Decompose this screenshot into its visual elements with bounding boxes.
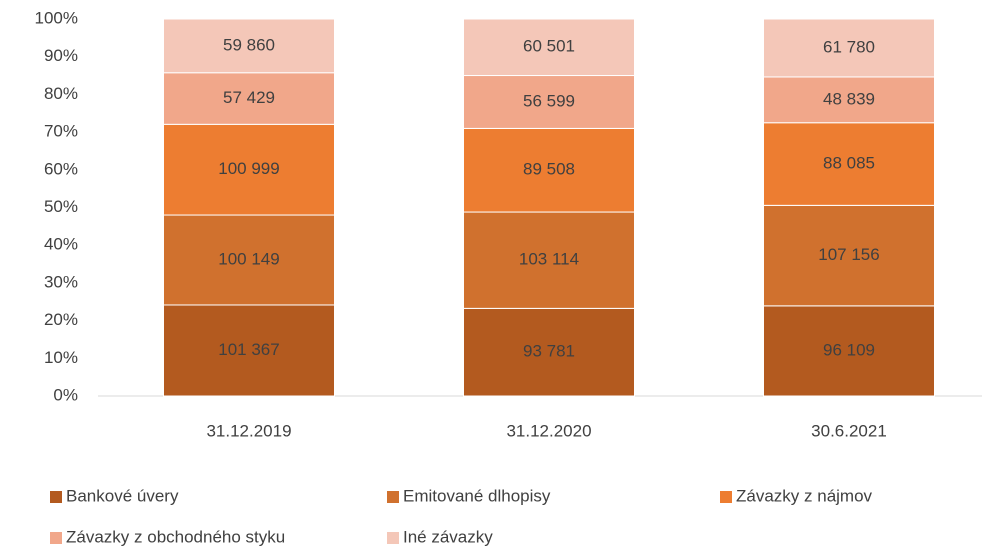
x-tick-label: 31.12.2019	[206, 421, 291, 440]
data-label: 100 999	[218, 159, 279, 178]
legend-label: Závazky z nájmov	[736, 486, 873, 505]
data-label: 93 781	[523, 342, 575, 361]
legend-swatch	[50, 532, 62, 544]
y-tick-label: 40%	[44, 235, 78, 254]
legend-label: Závazky z obchodného styku	[66, 527, 285, 546]
data-label: 100 149	[218, 249, 279, 268]
data-label: 56 599	[523, 91, 575, 110]
data-label: 60 501	[523, 37, 575, 56]
bar-segment	[463, 18, 635, 77]
data-label: 107 156	[818, 245, 879, 264]
legend-swatch	[720, 491, 732, 503]
y-tick-label: 30%	[44, 272, 78, 291]
y-tick-label: 0%	[53, 385, 78, 404]
bar-segment	[763, 305, 935, 397]
y-tick-label: 20%	[44, 310, 78, 329]
bar-segment	[763, 76, 935, 124]
bar-segment	[463, 75, 635, 129]
bar-segment	[763, 204, 935, 307]
data-label: 101 367	[218, 340, 279, 359]
legend-label: Iné závazky	[403, 527, 493, 546]
data-label: 89 508	[523, 160, 575, 179]
data-label: 57 429	[223, 88, 275, 107]
data-label: 96 109	[823, 340, 875, 359]
legend-label: Emitované dlhopisy	[403, 486, 551, 505]
bar-segment	[463, 127, 635, 213]
legend-swatch	[50, 491, 62, 503]
legend-swatch	[387, 532, 399, 544]
y-tick-label: 50%	[44, 197, 78, 216]
y-tick-label: 10%	[44, 348, 78, 367]
bar-segment	[163, 72, 335, 125]
y-tick-label: 70%	[44, 122, 78, 141]
data-label: 88 085	[823, 154, 875, 173]
data-label: 103 114	[519, 250, 579, 269]
x-tick-label: 30.6.2021	[811, 421, 887, 440]
y-tick-label: 60%	[44, 159, 78, 178]
legend-swatch	[387, 491, 399, 503]
x-tick-label: 31.12.2020	[506, 421, 591, 440]
data-label: 48 839	[823, 89, 875, 108]
bar-segment	[163, 18, 335, 74]
bar-segment	[763, 122, 935, 206]
legend-label: Bankové úvery	[66, 486, 179, 505]
bar-segment	[163, 214, 335, 306]
bar-segment	[163, 304, 335, 397]
bar-segment	[763, 18, 935, 78]
data-label: 59 860	[223, 35, 275, 54]
bar-segment	[463, 307, 635, 397]
data-label: 61 780	[823, 37, 875, 56]
y-tick-label: 90%	[44, 46, 78, 65]
bar-segment	[463, 211, 635, 309]
y-tick-label: 100%	[35, 8, 78, 27]
bar-segment	[163, 123, 335, 216]
y-tick-label: 80%	[44, 84, 78, 103]
